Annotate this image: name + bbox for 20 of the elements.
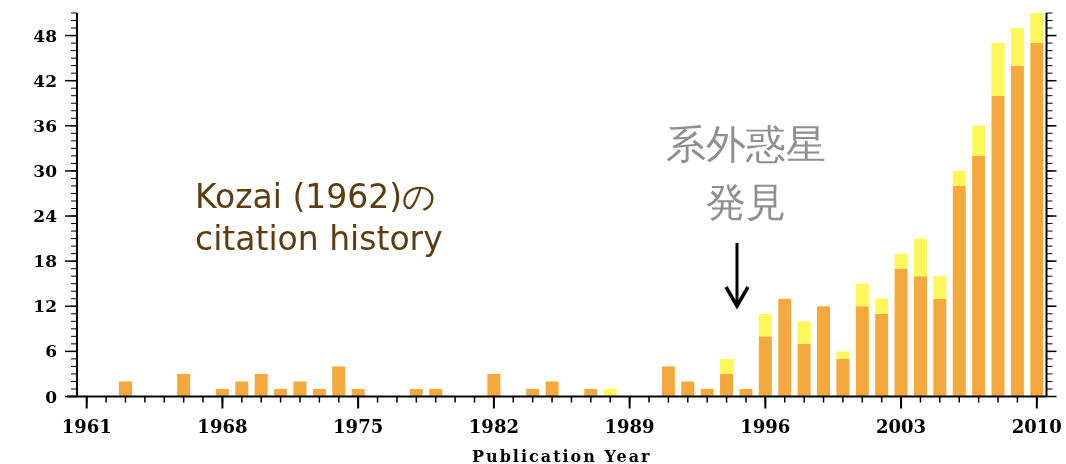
y-tick-label: 36 xyxy=(33,115,57,136)
x-tick-label: 1996 xyxy=(740,415,791,437)
y-tick-label: 24 xyxy=(33,206,58,227)
x-tick-label: 1961 xyxy=(61,415,112,437)
annotation: 系外惑星発見 xyxy=(666,121,826,225)
y-tick-label: 12 xyxy=(33,296,57,317)
x-tick-label: 2010 xyxy=(1011,415,1062,437)
y-tick-label: 6 xyxy=(45,341,57,362)
x-tick-label: 1975 xyxy=(333,415,384,437)
y-tick-label: 0 xyxy=(45,386,58,407)
x-tick-label: 2003 xyxy=(876,415,927,437)
x-tick-label: 1982 xyxy=(468,415,519,437)
y-tick-label: 18 xyxy=(33,251,57,272)
x-axis-title: Publication Year xyxy=(472,447,652,464)
y-tick-label: 30 xyxy=(33,160,58,181)
annotation: Kozai (1962)の citation history xyxy=(195,177,443,258)
y-tick-label: 48 xyxy=(33,25,57,46)
y-tick-label: 42 xyxy=(33,70,57,91)
x-tick-label: 1968 xyxy=(197,415,248,437)
x-tick-label: 1989 xyxy=(604,415,655,437)
